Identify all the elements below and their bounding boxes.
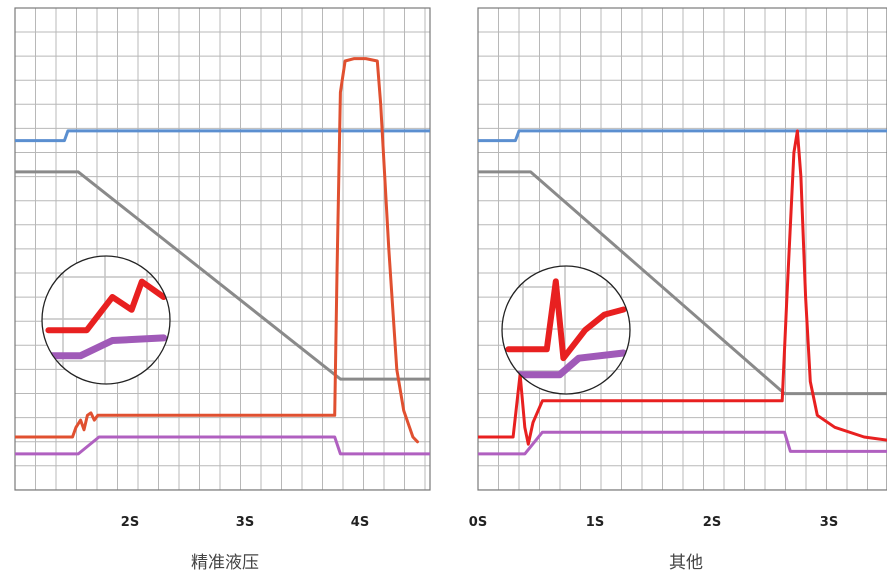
grid [15,8,430,490]
x-tick-label: 3S [820,515,838,530]
inset-series-line-2 [44,334,168,360]
chart-caption: 精准液压 [191,553,259,573]
inset-series-line-1 [505,278,627,362]
inset-series-line-2 [504,349,628,379]
x-tick-label: 1S [586,515,604,530]
x-tick-label: 0S [469,515,487,530]
series-line-4 [478,430,887,456]
plot-border [477,7,887,491]
x-tick-label: 2S [703,515,721,530]
magnifier-inset [41,255,171,385]
magnifier-inset [501,265,631,395]
series-line-2 [478,170,887,396]
series-line-3 [15,57,419,444]
series-group [15,57,430,456]
inset-border [501,265,631,395]
grid [478,8,887,490]
chart-panel-left: 2S 3S 4S 精准液压 [14,7,431,573]
inset-series-line-1 [45,278,167,334]
inset-border [41,255,171,385]
series-line-1 [15,129,430,143]
chart-caption: 其他 [669,553,703,573]
series-line-4 [15,435,430,456]
x-tick-label: 2S [121,515,139,530]
x-tick-label: 4S [351,515,369,530]
series-line-2 [15,170,430,381]
series-group [478,129,887,456]
series-line-1 [478,129,887,143]
chart-panel-right: 0S 1S 2S 3S 其他 [469,7,887,573]
plot-border [14,7,431,491]
x-tick-label: 3S [236,515,254,530]
series-line-3 [478,129,887,446]
inset-background [502,266,630,394]
